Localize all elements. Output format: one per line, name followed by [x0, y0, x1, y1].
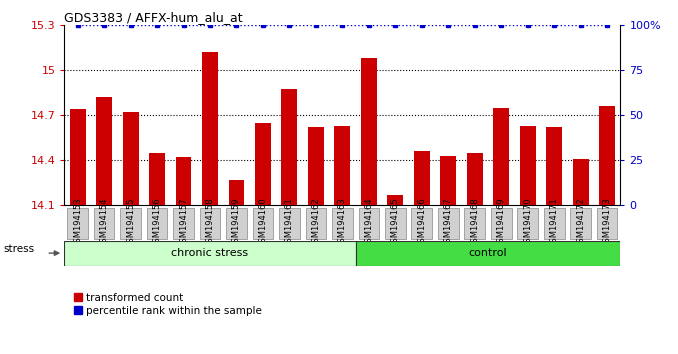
- Text: GSM194159: GSM194159: [232, 198, 241, 248]
- Bar: [361, 58, 377, 205]
- Text: GSM194157: GSM194157: [179, 198, 188, 249]
- Bar: [334, 126, 351, 205]
- Text: control: control: [468, 248, 507, 258]
- Bar: [440, 156, 456, 205]
- Bar: [414, 151, 430, 205]
- Bar: [255, 122, 271, 205]
- Bar: [228, 180, 245, 205]
- Text: GSM194163: GSM194163: [338, 198, 347, 249]
- Bar: [464, 208, 485, 239]
- Bar: [385, 208, 405, 239]
- Bar: [332, 208, 353, 239]
- Text: GSM194170: GSM194170: [523, 198, 532, 249]
- Bar: [123, 112, 138, 205]
- Bar: [597, 208, 618, 239]
- Bar: [173, 208, 194, 239]
- Text: GSM194172: GSM194172: [576, 198, 585, 249]
- Bar: [570, 208, 591, 239]
- Bar: [438, 208, 458, 239]
- Bar: [467, 153, 483, 205]
- Text: GSM194166: GSM194166: [418, 198, 426, 249]
- Bar: [281, 90, 298, 205]
- Bar: [412, 208, 432, 239]
- Bar: [520, 126, 536, 205]
- Bar: [202, 52, 218, 205]
- Legend: transformed count, percentile rank within the sample: transformed count, percentile rank withi…: [70, 289, 266, 320]
- Bar: [120, 208, 141, 239]
- Text: GSM194153: GSM194153: [73, 198, 82, 249]
- Text: GSM194162: GSM194162: [311, 198, 321, 249]
- Text: GSM194173: GSM194173: [603, 198, 612, 249]
- Bar: [67, 208, 88, 239]
- Text: GDS3383 / AFFX-hum_alu_at: GDS3383 / AFFX-hum_alu_at: [64, 11, 243, 24]
- Text: GSM194165: GSM194165: [391, 198, 400, 249]
- Bar: [491, 208, 512, 239]
- Bar: [96, 97, 112, 205]
- Bar: [494, 108, 509, 205]
- Bar: [544, 208, 565, 239]
- Text: stress: stress: [3, 244, 35, 255]
- Text: GSM194171: GSM194171: [550, 198, 559, 249]
- Bar: [70, 109, 85, 205]
- Text: GSM194161: GSM194161: [285, 198, 294, 249]
- Bar: [176, 157, 191, 205]
- Text: GSM194167: GSM194167: [444, 198, 453, 249]
- Bar: [308, 127, 324, 205]
- Text: GSM194155: GSM194155: [126, 198, 135, 248]
- Bar: [226, 208, 247, 239]
- Text: GSM194156: GSM194156: [153, 198, 161, 249]
- Bar: [599, 106, 615, 205]
- Text: GSM194160: GSM194160: [258, 198, 267, 249]
- Bar: [359, 208, 379, 239]
- Bar: [279, 208, 300, 239]
- Bar: [200, 208, 220, 239]
- Bar: [64, 241, 356, 266]
- Text: GSM194154: GSM194154: [100, 198, 108, 248]
- Bar: [517, 208, 538, 239]
- Bar: [546, 127, 562, 205]
- Bar: [356, 241, 620, 266]
- Bar: [306, 208, 326, 239]
- Text: chronic stress: chronic stress: [172, 248, 249, 258]
- Bar: [146, 208, 167, 239]
- Text: GSM194158: GSM194158: [205, 198, 214, 249]
- Text: GSM194169: GSM194169: [497, 198, 506, 249]
- Text: GSM194164: GSM194164: [364, 198, 374, 249]
- Bar: [253, 208, 273, 239]
- Bar: [387, 195, 403, 205]
- Bar: [94, 208, 115, 239]
- Text: GSM194168: GSM194168: [471, 198, 479, 249]
- Bar: [149, 153, 165, 205]
- Bar: [573, 159, 589, 205]
